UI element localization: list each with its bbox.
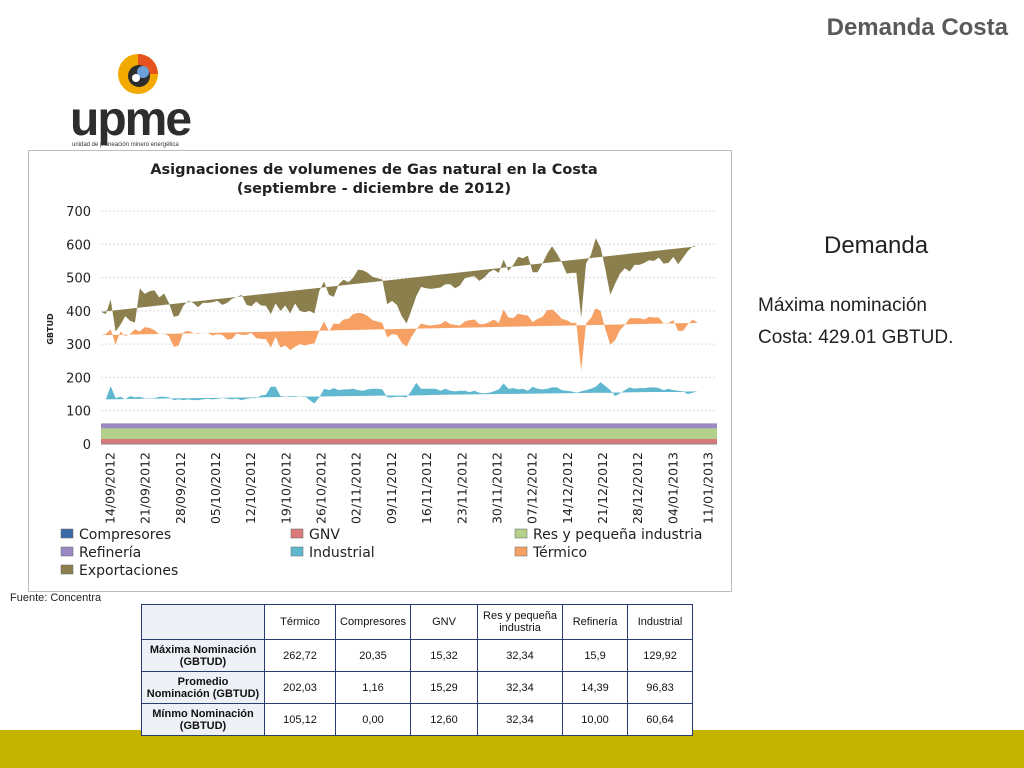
table-corner-cell	[141, 604, 265, 640]
side-text-line2: Costa: 429.01 GBTUD.	[758, 327, 954, 348]
source-note: Fuente: Concentra	[10, 592, 102, 604]
table-cell: 10,00	[562, 703, 629, 736]
x-tick-label: 07/12/2012	[525, 452, 540, 524]
y-tick-label: 200	[66, 371, 91, 386]
table-cell: 1,16	[334, 671, 412, 704]
x-tick-label: 28/09/2012	[173, 452, 188, 524]
row-label: Máxima Nominación (GBTUD)	[141, 639, 265, 672]
axis-layer: 0 100 200 300 400 500 600 700 14/09/2012 21/09/20…	[66, 205, 717, 524]
y-tick-label: 600	[66, 238, 91, 253]
x-tick-label: 12/10/2012	[243, 452, 258, 524]
table-cell: 105,12	[264, 703, 336, 736]
x-tick-label: 30/11/2012	[489, 452, 504, 524]
summary-table: Térmico Compresores GNV Res y pequeña in…	[141, 604, 694, 736]
legend-swatch	[514, 546, 528, 557]
table-header: Res y pequeña industria	[477, 604, 564, 640]
x-tick-label: 04/01/2013	[665, 452, 680, 524]
table-header: Térmico	[264, 604, 336, 640]
table-cell: 15,29	[410, 671, 479, 704]
area-series-industrial	[101, 382, 698, 404]
x-tick-label: 09/11/2012	[384, 452, 399, 524]
upme-logo: upme unidad de planeación minero energét…	[70, 52, 220, 152]
side-text-line1: Máxima nominación	[758, 295, 927, 316]
table-cell: 12,60	[410, 703, 479, 736]
table-cell: 262,72	[264, 639, 336, 672]
grid-layer	[101, 210, 717, 445]
legend-label: Res y pequeña industria	[533, 527, 703, 543]
y-tick-label: 500	[66, 272, 91, 287]
area-series-termico	[101, 308, 698, 371]
legend-label: Industrial	[309, 545, 375, 561]
logo-emblem-icon	[118, 54, 158, 94]
legend-swatch	[60, 528, 74, 539]
table-header-row: Térmico Compresores GNV Res y pequeña in…	[141, 604, 694, 640]
legend-swatch	[60, 546, 74, 557]
table-header: GNV	[410, 604, 479, 640]
x-tick-label: 11/01/2013	[701, 452, 716, 524]
table-row: Mínmo Nominación (GBTUD) 105,12 0,00 12,…	[141, 703, 694, 736]
x-tick-label: 05/10/2012	[208, 452, 223, 524]
row-label: Promedio Nominación (GBTUD)	[141, 671, 265, 704]
chart-panel: Asignaciones de volumenes de Gas natural…	[28, 150, 732, 592]
x-tick-label: 21/12/2012	[595, 452, 610, 524]
page-title: Demanda Costa	[826, 14, 1008, 41]
chart-title: Asignaciones de volumenes de Gas natural…	[150, 162, 597, 178]
table-header: Industrial	[627, 604, 694, 640]
x-tick-label: 23/11/2012	[454, 452, 469, 524]
side-text: Máxima nominación Costa: 429.01 GBTUD.	[758, 290, 1018, 354]
legend-swatch	[290, 546, 304, 557]
legend-label: Compresores	[79, 527, 171, 543]
y-axis-label: GBTUD	[46, 313, 55, 345]
x-tick-label: 26/10/2012	[314, 452, 329, 524]
y-tick-label: 0	[83, 438, 91, 453]
legend-label: GNV	[309, 527, 340, 543]
table-cell: 202,03	[264, 671, 336, 704]
area-series-exportaciones	[101, 238, 698, 332]
table-cell: 15,32	[410, 639, 479, 672]
table-header: Compresores	[334, 604, 412, 640]
table-cell: 15,9	[562, 639, 629, 672]
area-series-gnv	[101, 439, 717, 444]
side-heading: Demanda	[824, 232, 929, 259]
y-tick-label: 300	[66, 338, 91, 353]
table-row: Máxima Nominación (GBTUD) 262,72 20,35 1…	[141, 639, 694, 672]
row-label: Mínmo Nominación (GBTUD)	[141, 703, 265, 736]
x-tick-label: 19/10/2012	[278, 452, 293, 524]
table-cell: 32,34	[477, 639, 564, 672]
table-cell: 32,34	[477, 671, 564, 704]
legend-label: Refinería	[79, 545, 141, 561]
table-cell: 32,34	[477, 703, 564, 736]
table-cell: 0,00	[334, 703, 412, 736]
legend-swatch	[514, 528, 528, 539]
chart-legend: Compresores GNV Res y pequeña industria Ref…	[60, 527, 703, 579]
area-layer	[101, 238, 717, 444]
table-cell: 60,64	[627, 703, 694, 736]
legend-swatch	[60, 564, 74, 575]
x-tick-label: 28/12/2012	[630, 452, 645, 524]
area-series-refineria	[101, 423, 717, 429]
logo-wordmark: upme	[70, 93, 192, 146]
x-tick-label: 16/11/2012	[419, 452, 434, 524]
table-row: Promedio Nominación (GBTUD) 202,03 1,16 …	[141, 671, 694, 704]
table-cell: 96,83	[627, 671, 694, 704]
x-tick-label: 14/12/2012	[560, 452, 575, 524]
legend-label: Exportaciones	[79, 563, 178, 579]
footer-band	[0, 730, 1024, 768]
stacked-area-chart: Asignaciones de volumenes de Gas natural…	[46, 162, 717, 579]
legend-label: Térmico	[532, 545, 587, 561]
table-header: Refinería	[562, 604, 629, 640]
x-tick-label: 02/11/2012	[349, 452, 364, 524]
area-series-res-y-pequena-industria	[101, 428, 717, 440]
table-cell: 20,35	[334, 639, 412, 672]
y-tick-label: 700	[66, 205, 91, 220]
legend-swatch	[290, 528, 304, 539]
table-cell: 129,92	[627, 639, 694, 672]
x-tick-label: 21/09/2012	[138, 452, 153, 524]
x-tick-label: 14/09/2012	[103, 452, 118, 524]
chart-subtitle: (septiembre - diciembre de 2012)	[237, 181, 511, 197]
logo-subtitle: unidad de planeación minero energética	[72, 142, 179, 148]
y-tick-label: 100	[66, 405, 91, 420]
y-tick-label: 400	[66, 305, 91, 320]
table-cell: 14,39	[562, 671, 629, 704]
